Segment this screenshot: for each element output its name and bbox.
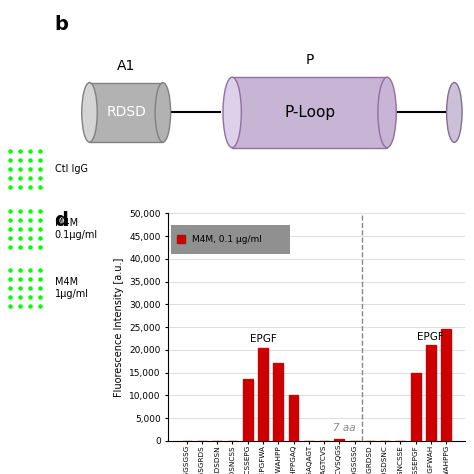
Ellipse shape: [447, 82, 462, 142]
Bar: [273, 364, 283, 441]
Bar: [232, 77, 387, 147]
Text: M4M
1μg/ml: M4M 1μg/ml: [55, 277, 89, 299]
Text: A1: A1: [117, 59, 136, 73]
Text: d: d: [55, 211, 68, 230]
Text: 7 aa: 7 aa: [333, 423, 356, 433]
Text: M4M
0.1μg/ml: M4M 0.1μg/ml: [55, 218, 98, 239]
Text: Ctl IgG: Ctl IgG: [55, 164, 88, 174]
Bar: [426, 345, 436, 441]
Y-axis label: Fluorescence Intensity [a.u.]: Fluorescence Intensity [a.u.]: [114, 257, 124, 397]
Text: P-Loop: P-Loop: [284, 105, 335, 120]
Text: P: P: [305, 54, 314, 67]
Bar: [441, 329, 451, 441]
Bar: [243, 379, 253, 441]
Bar: [334, 438, 344, 441]
Ellipse shape: [378, 77, 396, 147]
Text: RDSD: RDSD: [106, 105, 146, 119]
Bar: [258, 347, 268, 441]
Bar: [90, 82, 163, 142]
Ellipse shape: [155, 82, 171, 142]
Text: EPGF: EPGF: [418, 332, 444, 342]
Bar: [289, 395, 299, 441]
Bar: [410, 374, 420, 441]
Ellipse shape: [223, 77, 241, 147]
Text: b: b: [55, 15, 69, 34]
Text: EPGF: EPGF: [250, 334, 276, 344]
Ellipse shape: [82, 82, 97, 142]
